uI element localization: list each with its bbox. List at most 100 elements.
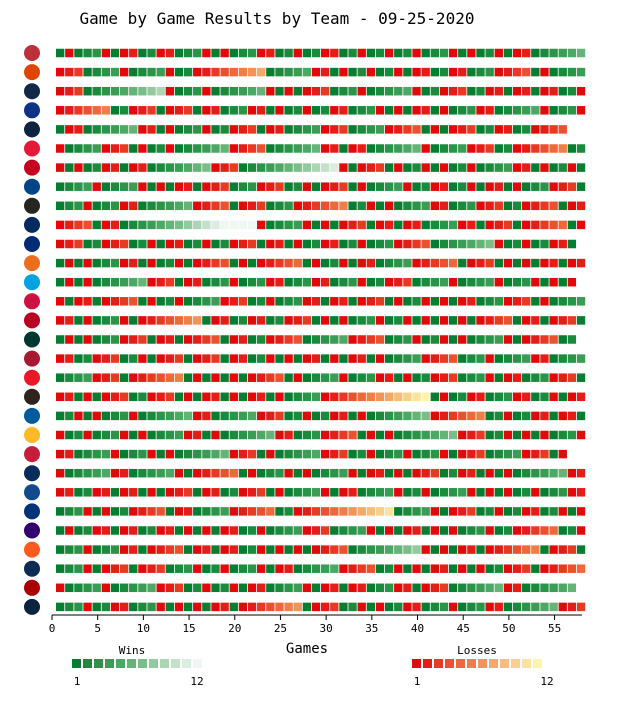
game-cell — [83, 297, 92, 306]
game-cell — [211, 220, 220, 230]
game-cell — [165, 449, 174, 459]
game-cell — [311, 201, 321, 211]
game-cell — [83, 468, 92, 478]
game-cell — [147, 373, 156, 382]
game-cell — [138, 602, 147, 612]
game-cell — [531, 411, 540, 421]
game-cell — [330, 220, 339, 230]
game-cell — [412, 106, 421, 115]
game-cell — [65, 373, 74, 382]
game-cell — [119, 125, 129, 134]
game-cell — [110, 468, 120, 478]
game-cell — [293, 602, 302, 612]
game-cell — [567, 258, 577, 268]
game-cell — [119, 67, 129, 77]
game-cell — [549, 526, 558, 535]
game-cell — [174, 373, 184, 382]
game-cell — [430, 564, 439, 573]
game-cell — [503, 488, 513, 497]
game-cell — [403, 449, 412, 459]
game-cell — [512, 545, 522, 554]
game-cell — [540, 564, 549, 573]
game-cell — [512, 258, 522, 268]
game-cell — [293, 373, 302, 382]
game-cell — [119, 335, 129, 344]
game-cell — [302, 545, 312, 554]
game-cell — [394, 488, 403, 497]
game-cell — [156, 507, 165, 516]
game-cell — [522, 488, 531, 497]
game-cell — [110, 564, 120, 573]
game-cell — [476, 526, 485, 535]
game-cell — [165, 583, 174, 593]
game-cell — [65, 182, 74, 191]
game-cell — [512, 144, 522, 153]
game-cell — [384, 86, 394, 96]
game-cell — [110, 430, 120, 440]
game-cell — [156, 430, 165, 440]
game-cell — [65, 201, 74, 211]
game-cell — [266, 297, 275, 306]
legend-losses-swatch — [456, 659, 465, 668]
game-cell — [193, 583, 202, 593]
game-cell — [229, 583, 238, 593]
x-tick-label: 5 — [94, 622, 101, 635]
game-cell — [183, 545, 193, 554]
game-cell — [266, 545, 275, 554]
game-cell — [522, 106, 531, 115]
game-cell — [211, 106, 220, 115]
game-cell — [366, 277, 376, 287]
game-cell — [156, 583, 165, 593]
game-cell — [129, 583, 138, 593]
game-cell — [403, 201, 412, 211]
team-logo — [24, 484, 40, 501]
game-cell — [183, 335, 193, 344]
game-cell — [503, 583, 513, 593]
game-cell — [412, 220, 421, 230]
game-cell — [193, 239, 202, 249]
game-cell — [458, 258, 467, 268]
game-cell — [174, 258, 184, 268]
game-cell — [384, 316, 394, 325]
game-cell — [430, 277, 439, 287]
game-cell — [366, 564, 376, 573]
game-cell — [110, 488, 120, 497]
game-cell — [540, 545, 549, 554]
game-cell — [92, 468, 101, 478]
game-cell — [302, 449, 312, 459]
game-cell — [348, 163, 357, 172]
game-cell — [229, 48, 238, 58]
game-cell — [321, 564, 330, 573]
game-cell — [257, 583, 266, 593]
game-cell — [65, 468, 74, 478]
game-cell — [211, 545, 220, 554]
game-cell — [458, 373, 467, 382]
game-cell — [138, 373, 147, 382]
game-cell — [439, 583, 449, 593]
game-cell — [229, 163, 238, 172]
game-cell — [321, 411, 330, 421]
game-cell — [83, 144, 92, 153]
x-ticks: 0 5 10 15 20 25 30 35 40 45 50 55 — [49, 615, 561, 635]
game-cell — [129, 277, 138, 287]
game-cell — [193, 144, 202, 153]
game-cell — [494, 583, 503, 593]
game-cell — [321, 125, 330, 134]
game-cell — [229, 86, 238, 96]
game-cell — [211, 239, 220, 249]
game-cell — [531, 277, 540, 287]
game-cell — [448, 488, 458, 497]
game-cell — [165, 602, 174, 612]
game-cell — [384, 106, 394, 115]
game-cell — [65, 67, 74, 77]
game-cell — [540, 335, 549, 344]
game-cell — [83, 316, 92, 325]
game-cell — [485, 48, 494, 58]
game-cell — [467, 316, 476, 325]
game-cell — [83, 86, 92, 96]
game-cell — [366, 373, 376, 382]
game-cell — [65, 392, 74, 402]
game-cell — [485, 545, 494, 554]
game-cell — [384, 507, 394, 516]
game-cell — [403, 316, 412, 325]
